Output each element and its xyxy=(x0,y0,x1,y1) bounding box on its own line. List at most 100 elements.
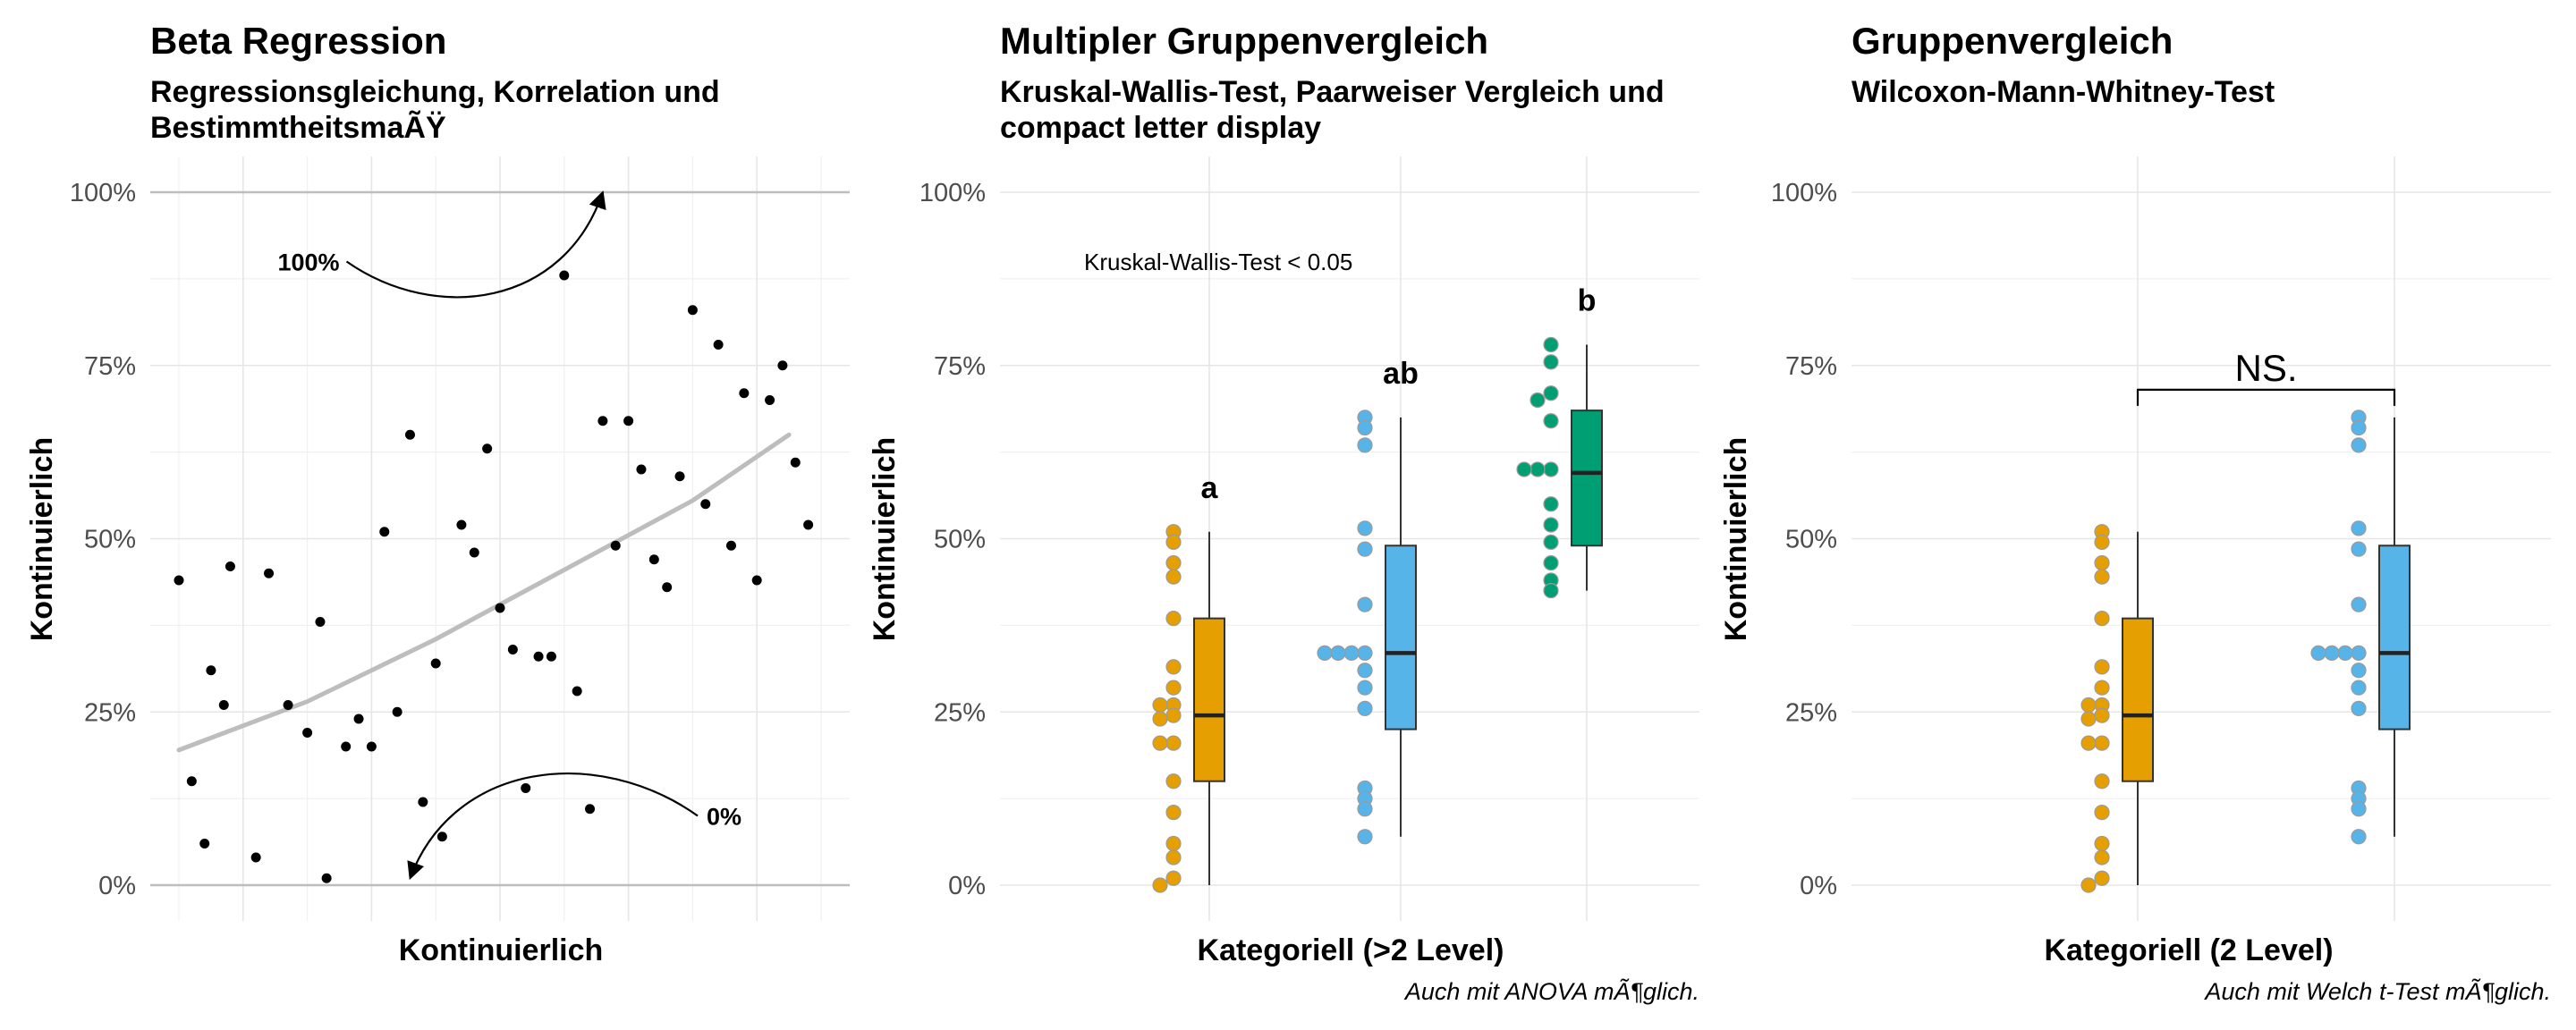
data-point xyxy=(2351,801,2367,817)
scatter-point xyxy=(636,464,647,475)
data-point xyxy=(1165,773,1182,789)
data-point xyxy=(2351,419,2367,436)
data-point xyxy=(2094,773,2110,789)
data-point xyxy=(1152,735,1168,751)
scatter-point xyxy=(597,416,608,426)
box xyxy=(1385,545,1417,730)
data-point xyxy=(1543,354,1559,370)
significance-label: NS. xyxy=(2234,347,2297,389)
data-point xyxy=(1357,700,1373,716)
data-point xyxy=(1357,437,1373,453)
data-point xyxy=(2094,805,2110,821)
panel1-subtitle-line2: BestimmtheitsmaÃŸ xyxy=(150,111,446,145)
data-point xyxy=(1152,877,1168,893)
data-point xyxy=(1165,569,1182,585)
scatter-point xyxy=(495,603,505,613)
y-tick-label: 50% xyxy=(84,526,136,554)
data-point xyxy=(1357,541,1373,557)
y-tick-label: 25% xyxy=(1785,698,1837,727)
data-point xyxy=(1330,645,1346,661)
scatter-point xyxy=(199,839,210,848)
annotation-label: 0% xyxy=(707,804,741,831)
data-point xyxy=(1165,611,1182,627)
y-tick-label: 75% xyxy=(84,352,136,381)
panel3-grid xyxy=(1852,156,2551,921)
data-point xyxy=(2094,555,2110,571)
data-point xyxy=(2080,735,2097,751)
scatter-point xyxy=(751,575,762,586)
panel2-y-axis-label: Kontinuierlich xyxy=(868,437,902,642)
data-point xyxy=(2094,835,2110,852)
scatter-point xyxy=(341,741,352,752)
scatter-point xyxy=(765,395,775,405)
scatter-point xyxy=(572,686,582,697)
scatter-point xyxy=(225,561,235,571)
data-point xyxy=(2351,700,2367,716)
scatter-point xyxy=(790,457,801,468)
data-point xyxy=(1543,517,1559,533)
y-tick-label: 0% xyxy=(948,872,986,900)
scatter-point xyxy=(302,728,313,738)
data-point xyxy=(1165,659,1182,675)
data-point xyxy=(2094,870,2110,886)
annotation-arrow xyxy=(407,772,699,881)
box xyxy=(1193,617,1225,782)
data-point xyxy=(1357,663,1373,679)
cld-letter: b xyxy=(1578,284,1597,318)
data-point xyxy=(1165,707,1182,723)
data-point xyxy=(1543,413,1559,429)
y-tick-label: 25% xyxy=(934,698,986,727)
scatter-point xyxy=(321,873,332,883)
scatter-point xyxy=(430,658,441,669)
scatter-point xyxy=(585,804,596,815)
panel1-y-axis-label: Kontinuierlich xyxy=(25,437,59,642)
box xyxy=(2122,617,2154,782)
scatter-point xyxy=(404,429,415,440)
panel3-y-axis-label: Kontinuierlich xyxy=(1719,437,1753,642)
panel2-caption: Auch mit ANOVA mÃ¶glich. xyxy=(1403,977,1699,1005)
data-point xyxy=(2310,645,2326,661)
data-point xyxy=(2094,534,2110,550)
scatter-point xyxy=(700,499,711,510)
annotation-label: 100% xyxy=(277,249,339,276)
scatter-point xyxy=(674,471,685,482)
scatter-point xyxy=(713,340,724,350)
data-point xyxy=(1165,805,1182,821)
data-point xyxy=(1543,583,1559,599)
scatter-point xyxy=(456,519,467,530)
scatter-point xyxy=(482,443,493,454)
scatter-point xyxy=(366,741,377,752)
panel3-caption: Auch mit Welch t-Test mÃ¶glich. xyxy=(2203,977,2551,1005)
data-point xyxy=(2094,707,2110,723)
data-point xyxy=(2094,735,2110,751)
data-point xyxy=(1543,385,1559,401)
scatter-point xyxy=(469,547,479,558)
scatter-point xyxy=(436,832,447,842)
scatter-point xyxy=(725,540,736,551)
y-tick-label: 100% xyxy=(1771,179,1837,207)
scatter-point xyxy=(777,360,788,371)
data-point xyxy=(2080,697,2097,713)
data-point xyxy=(1357,801,1373,817)
data-point xyxy=(2094,569,2110,585)
y-tick-label: 50% xyxy=(1785,526,1837,554)
group-2: ab xyxy=(1317,357,1419,845)
scatter-point xyxy=(174,575,184,586)
data-point xyxy=(1530,392,1546,409)
panel1-title: Beta Regression xyxy=(150,20,446,62)
data-point xyxy=(1152,711,1168,727)
y-tick-label: 75% xyxy=(1785,352,1837,381)
significance-bracket xyxy=(2136,388,2396,406)
cld-letter: ab xyxy=(1383,357,1419,391)
data-point xyxy=(2094,680,2110,696)
scatter-point xyxy=(648,554,659,565)
scatter-point xyxy=(418,797,428,807)
data-point xyxy=(1165,870,1182,886)
data-point xyxy=(1516,461,1532,477)
panel3-x-axis-label: Kategoriell (2 Level) xyxy=(2044,933,2333,967)
scatter-point xyxy=(687,305,698,316)
data-point xyxy=(1165,835,1182,852)
scatter-point xyxy=(533,651,544,662)
data-point xyxy=(2351,520,2367,536)
